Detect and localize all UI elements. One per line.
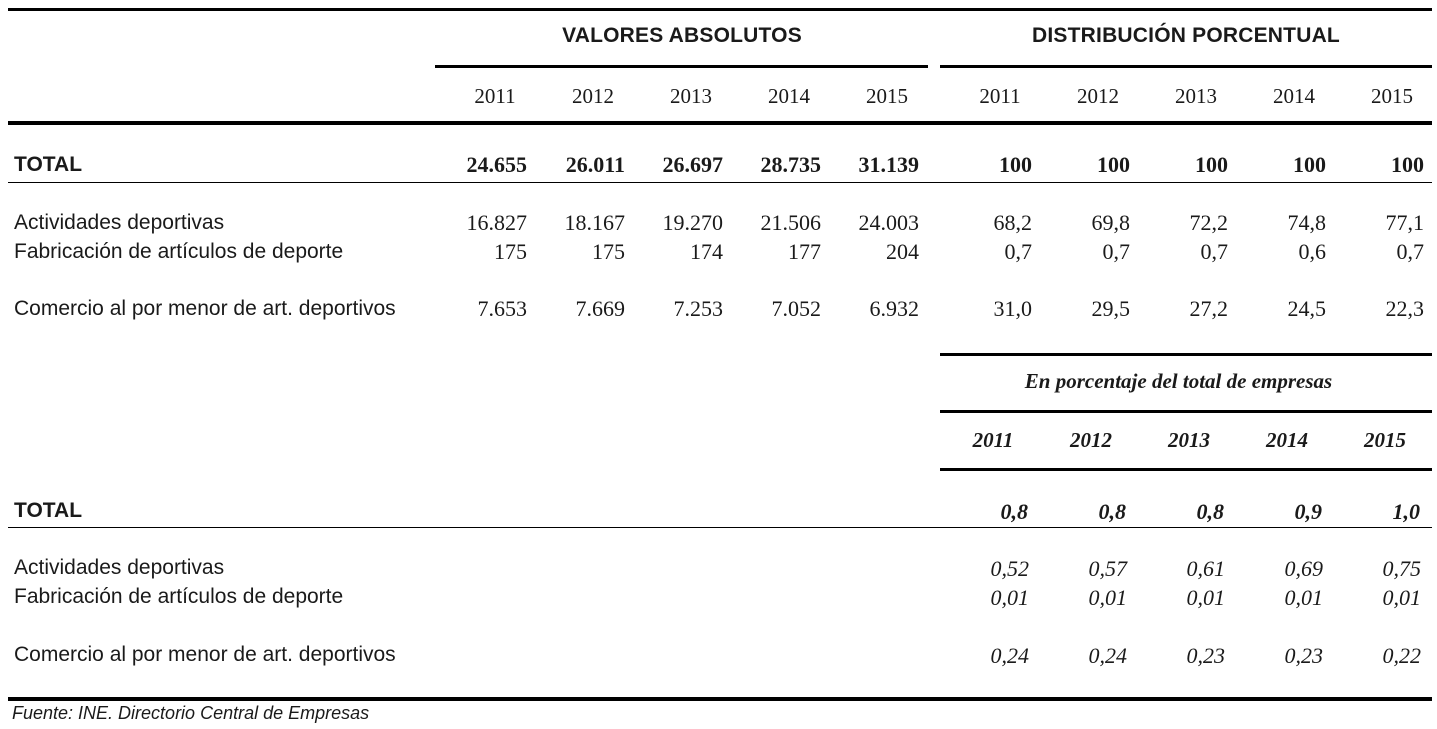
cell-comercio-abs-2011: 7.653 bbox=[477, 296, 528, 321]
year-header-abs-2012: 2012 bbox=[572, 84, 614, 108]
cell-t2-fabricacion-2012: 0,01 bbox=[1088, 585, 1128, 610]
row-label-t2-total: TOTAL bbox=[14, 499, 83, 522]
cell-t2-fabricacion-2014: 0,01 bbox=[1284, 585, 1324, 610]
top-rule bbox=[8, 8, 1432, 11]
row-label-t2-actividades: Actividades deportivas bbox=[14, 556, 225, 579]
cell-fabricacion-abs-2013: 174 bbox=[690, 239, 723, 264]
cell-actividades-abs-2014: 21.506 bbox=[760, 210, 822, 235]
cell-t2-actividades-2012: 0,57 bbox=[1088, 556, 1128, 581]
year-header-pct-2014: 2014 bbox=[1273, 84, 1315, 108]
group-rule-left bbox=[435, 65, 928, 68]
cell-fabricacion-abs-2011: 175 bbox=[494, 239, 527, 264]
source-note: Fuente: INE. Directorio Central de Empre… bbox=[12, 703, 370, 723]
year-header-pct-2012: 2012 bbox=[1077, 84, 1119, 108]
year-header-t2-2012: 2012 bbox=[1070, 428, 1112, 452]
cell-fabricacion-pct-2012: 0,7 bbox=[1102, 239, 1131, 264]
cell-comercio-pct-2012: 29,5 bbox=[1091, 296, 1131, 321]
cell-fabricacion-abs-2014: 177 bbox=[788, 239, 821, 264]
table2-group-rule bbox=[940, 410, 1432, 413]
row-label-t2-fabricacion: Fabricación de artículos de deporte bbox=[14, 585, 344, 608]
cell-actividades-pct-2014: 74,8 bbox=[1287, 210, 1327, 235]
row-label-fabricacion: Fabricación de artículos de deporte bbox=[14, 240, 344, 263]
year-header-t2-2011: 2011 bbox=[972, 428, 1014, 452]
cell-comercio-pct-2015: 22,3 bbox=[1385, 296, 1425, 321]
cell-fabricacion-pct-2013: 0,7 bbox=[1200, 239, 1229, 264]
cell-t2-comercio-2011: 0,24 bbox=[990, 643, 1030, 668]
cell-comercio-abs-2013: 7.253 bbox=[673, 296, 724, 321]
cell-t2-actividades-2015: 0,75 bbox=[1382, 556, 1422, 581]
row-label-t2-comercio: Comercio al por menor de art. deportivos bbox=[14, 643, 396, 666]
cell-t2-comercio-2013: 0,23 bbox=[1186, 643, 1226, 668]
bottom-rule bbox=[8, 697, 1432, 701]
cell-total-pct-2013: 100 bbox=[1195, 152, 1228, 177]
cell-t2-total-2011: 0,8 bbox=[1000, 499, 1029, 524]
cell-actividades-abs-2015: 24.003 bbox=[858, 210, 920, 235]
cell-actividades-abs-2012: 18.167 bbox=[564, 210, 626, 235]
cell-t2-fabricacion-2013: 0,01 bbox=[1186, 585, 1226, 610]
year-header-t2-2013: 2013 bbox=[1168, 428, 1210, 452]
cell-t2-fabricacion-2015: 0,01 bbox=[1382, 585, 1422, 610]
cell-total-pct-2015: 100 bbox=[1391, 152, 1424, 177]
cell-t2-fabricacion-2011: 0,01 bbox=[990, 585, 1030, 610]
table2-header-rule bbox=[940, 468, 1432, 471]
cell-comercio-pct-2014: 24,5 bbox=[1287, 296, 1327, 321]
year-header-t2-2014: 2014 bbox=[1266, 428, 1308, 452]
cell-actividades-pct-2015: 77,1 bbox=[1385, 210, 1425, 235]
cell-fabricacion-pct-2014: 0,6 bbox=[1298, 239, 1327, 264]
year-header-pct-2013: 2013 bbox=[1175, 84, 1217, 108]
group-rule-right bbox=[940, 65, 1432, 68]
year-header-abs-2014: 2014 bbox=[768, 84, 810, 108]
cell-comercio-abs-2012: 7.669 bbox=[575, 296, 626, 321]
row-label-comercio: Comercio al por menor de art. deportivos bbox=[14, 297, 396, 320]
year-header-t2-2015: 2015 bbox=[1364, 428, 1406, 452]
cell-comercio-pct-2013: 27,2 bbox=[1189, 296, 1229, 321]
cell-t2-actividades-2011: 0,52 bbox=[990, 556, 1030, 581]
year-header-abs-2015: 2015 bbox=[866, 84, 908, 108]
cell-fabricacion-pct-2011: 0,7 bbox=[1004, 239, 1033, 264]
year-header-abs-2013: 2013 bbox=[670, 84, 712, 108]
year-header-abs-2011: 2011 bbox=[474, 84, 516, 108]
cell-t2-comercio-2012: 0,24 bbox=[1088, 643, 1128, 668]
row-label-actividades: Actividades deportivas bbox=[14, 211, 225, 234]
cell-fabricacion-pct-2015: 0,7 bbox=[1396, 239, 1425, 264]
table2-top-rule bbox=[940, 353, 1432, 356]
year-header-pct-2011: 2011 bbox=[979, 84, 1021, 108]
cell-t2-total-2013: 0,8 bbox=[1196, 499, 1225, 524]
header-bottom-rule bbox=[8, 121, 1432, 125]
cell-total-abs-2012: 26.011 bbox=[565, 152, 625, 177]
cell-total-pct-2014: 100 bbox=[1293, 152, 1326, 177]
cell-comercio-pct-2011: 31,0 bbox=[993, 296, 1033, 321]
cell-t2-actividades-2014: 0,69 bbox=[1284, 556, 1324, 581]
cell-total-pct-2011: 100 bbox=[999, 152, 1032, 177]
cell-actividades-pct-2012: 69,8 bbox=[1091, 210, 1131, 235]
cell-t2-total-2014: 0,9 bbox=[1294, 499, 1323, 524]
year-header-pct-2015: 2015 bbox=[1371, 84, 1413, 108]
cell-t2-comercio-2015: 0,22 bbox=[1382, 643, 1422, 668]
cell-total-abs-2013: 26.697 bbox=[662, 152, 724, 177]
row-label-total: TOTAL bbox=[14, 153, 83, 176]
cell-actividades-abs-2011: 16.827 bbox=[466, 210, 528, 235]
cell-fabricacion-abs-2012: 175 bbox=[592, 239, 625, 264]
cell-comercio-abs-2014: 7.052 bbox=[771, 296, 822, 321]
total-rule bbox=[8, 182, 1432, 183]
cell-actividades-abs-2013: 19.270 bbox=[662, 210, 724, 235]
cell-total-abs-2015: 31.139 bbox=[858, 152, 920, 177]
cell-fabricacion-abs-2015: 204 bbox=[886, 239, 919, 264]
group-header-absolute-values: VALORES ABSOLUTOS bbox=[562, 24, 802, 47]
group-header-percent-distribution: DISTRIBUCIÓN PORCENTUAL bbox=[1032, 24, 1340, 47]
cell-t2-total-2015: 1,0 bbox=[1392, 499, 1421, 524]
cell-total-abs-2011: 24.655 bbox=[466, 152, 528, 177]
cell-t2-actividades-2013: 0,61 bbox=[1186, 556, 1226, 581]
table2-group-header: En porcentaje del total de empresas bbox=[1024, 369, 1333, 393]
cell-actividades-pct-2013: 72,2 bbox=[1189, 210, 1229, 235]
cell-total-abs-2014: 28.735 bbox=[760, 152, 822, 177]
t2-total-rule bbox=[8, 527, 1432, 528]
cell-total-pct-2012: 100 bbox=[1097, 152, 1130, 177]
cell-t2-comercio-2014: 0,23 bbox=[1284, 643, 1324, 668]
cell-t2-total-2012: 0,8 bbox=[1098, 499, 1127, 524]
cell-actividades-pct-2011: 68,2 bbox=[993, 210, 1033, 235]
cell-comercio-abs-2015: 6.932 bbox=[869, 296, 920, 321]
